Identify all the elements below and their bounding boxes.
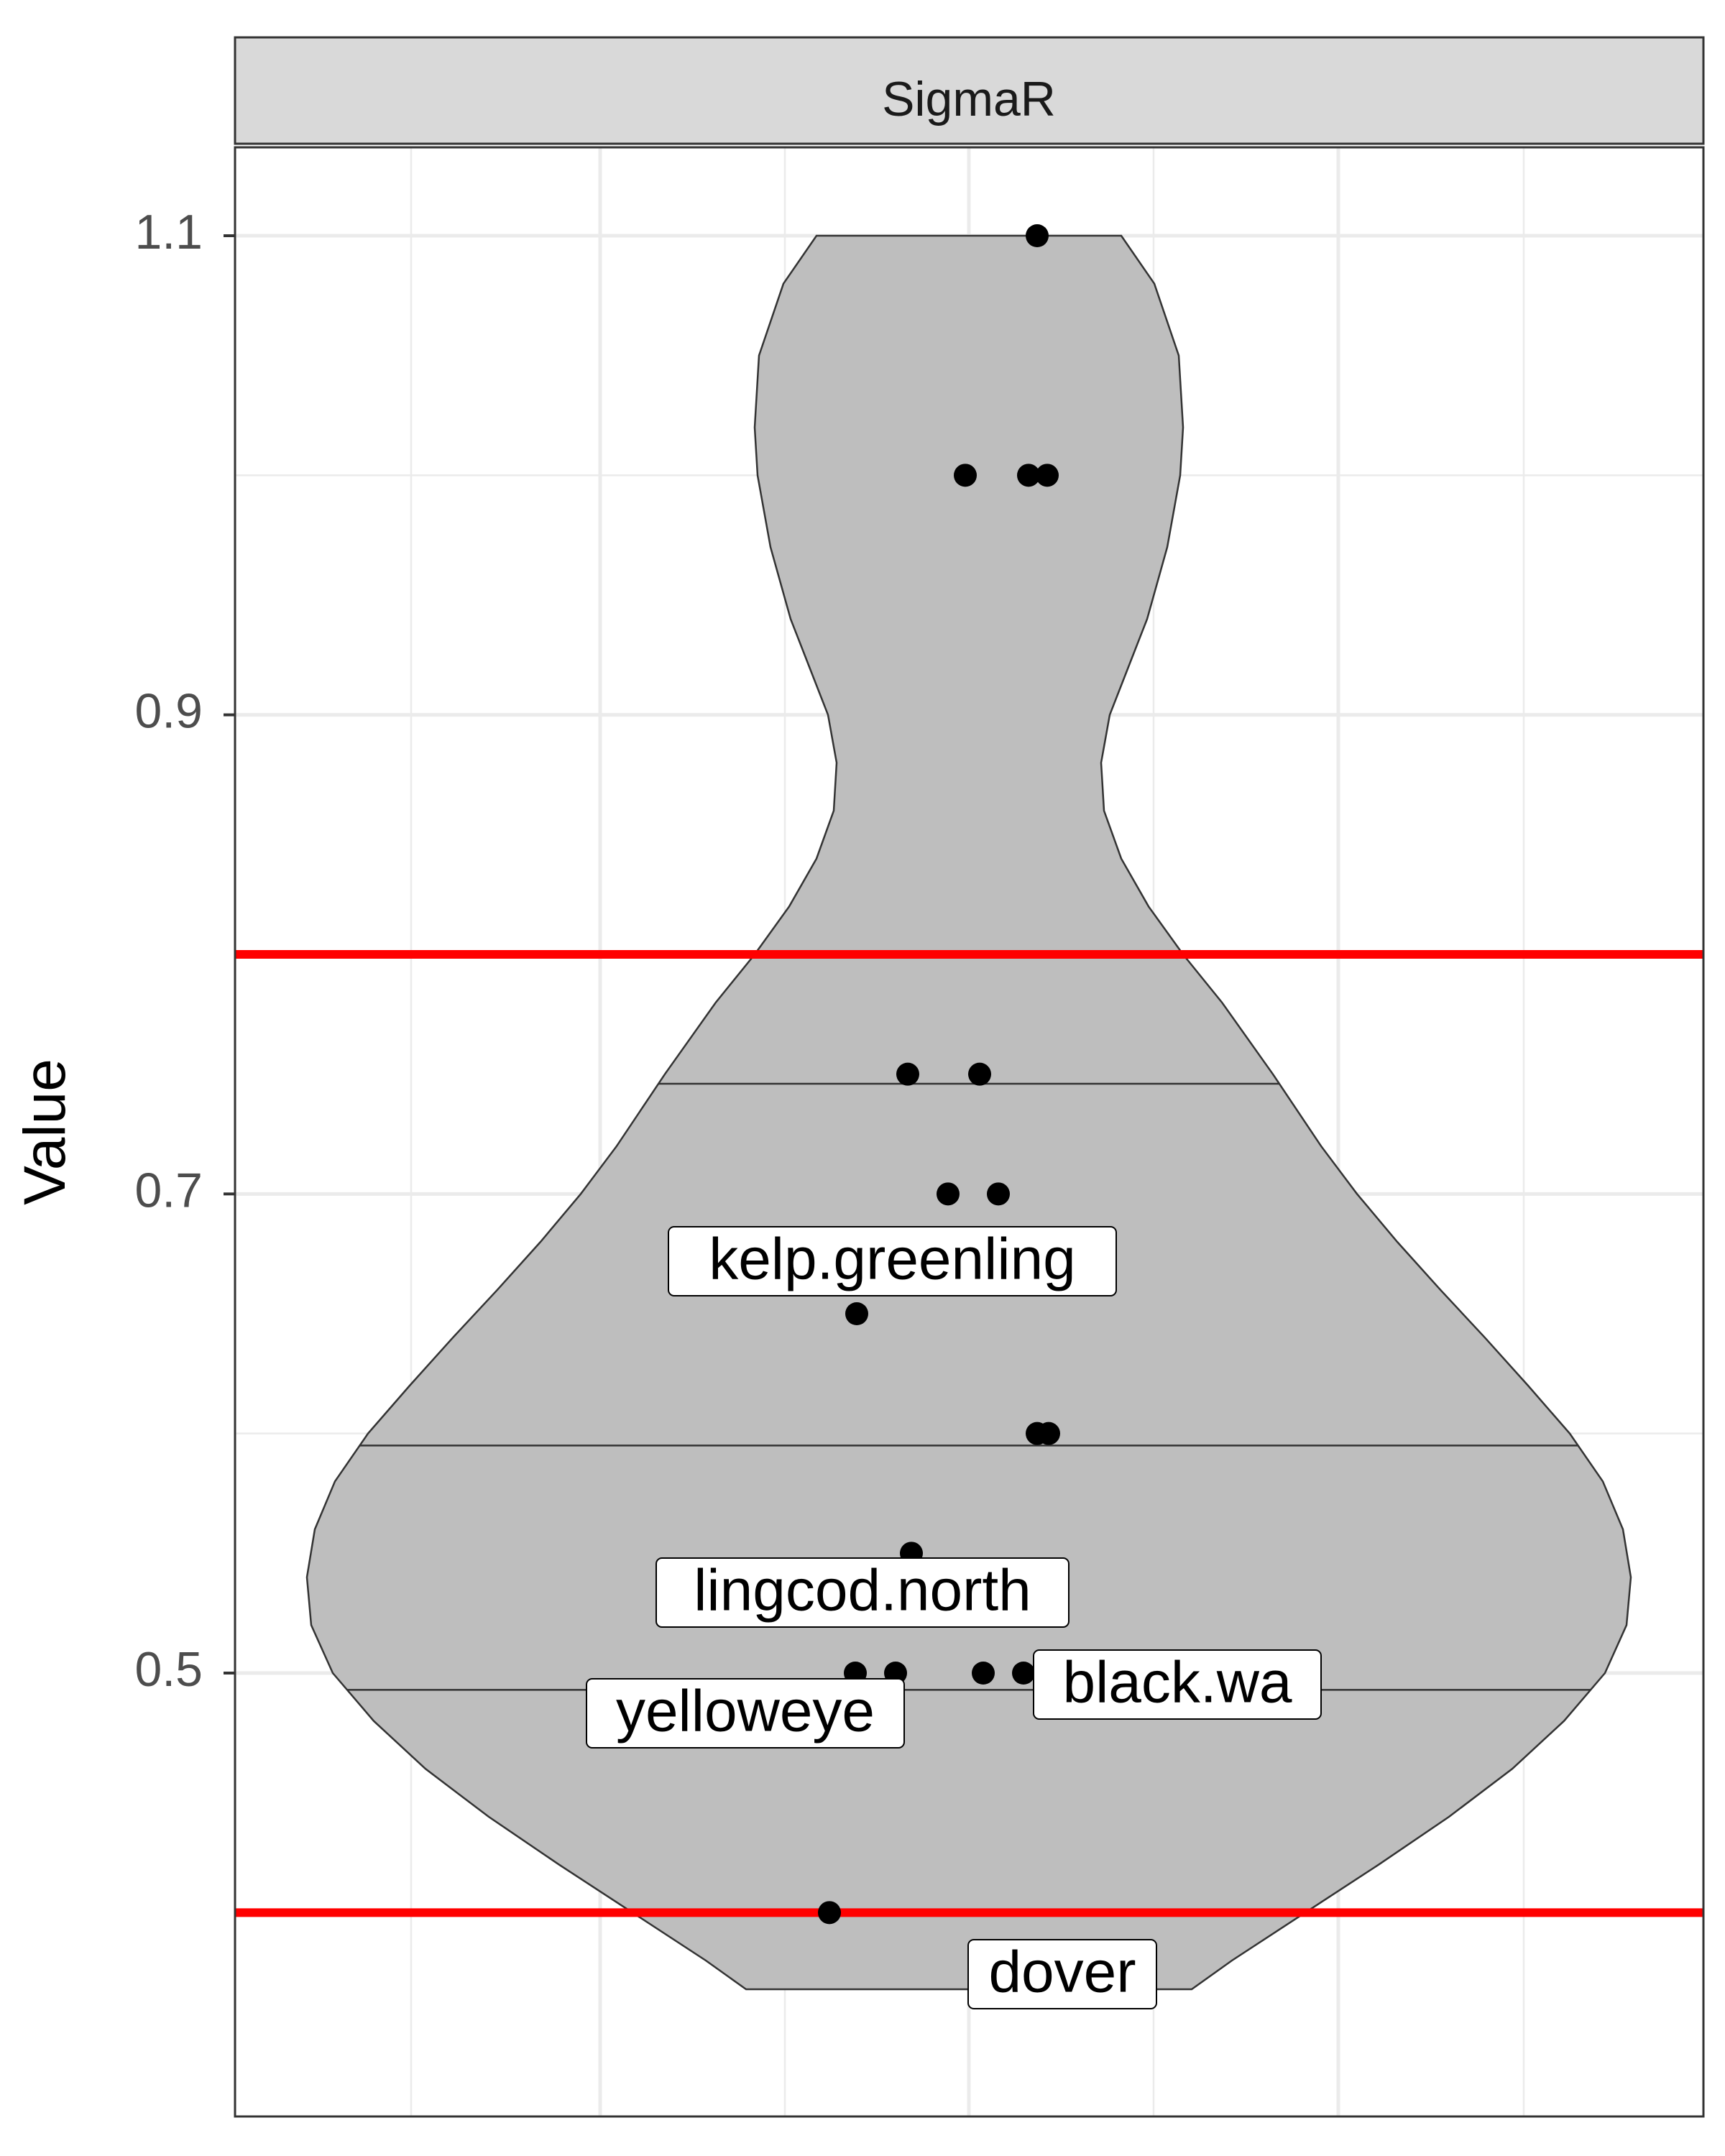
- facet-strip: [234, 36, 1705, 145]
- y-axis: 0.5 0.7 0.9 1.1: [134, 205, 235, 1697]
- data-point: [896, 1062, 919, 1086]
- data-point: [954, 464, 977, 487]
- point-label: dover: [967, 1939, 1157, 2009]
- point-label-text: lingcod.north: [694, 1558, 1031, 1623]
- reference-lines: [235, 950, 1703, 1917]
- point-label-box: [656, 1557, 1070, 1628]
- data-point: [1036, 464, 1059, 487]
- y-tick-label: 0.7: [134, 1163, 203, 1217]
- y-tick-label: 0.5: [134, 1642, 203, 1697]
- data-point: [937, 1182, 960, 1206]
- data-point: [972, 1662, 995, 1685]
- point-label: lingcod.north: [656, 1557, 1070, 1628]
- point-label-box: [586, 1678, 905, 1749]
- data-point: [1037, 1422, 1060, 1445]
- data-point: [987, 1182, 1010, 1206]
- y-tick-label: 1.1: [134, 205, 203, 259]
- point-label-text: kelp.greenling: [709, 1227, 1076, 1292]
- point-label: kelp.greenling: [668, 1226, 1117, 1296]
- data-point: [968, 1062, 991, 1086]
- violin-body: [305, 234, 1632, 1991]
- data-point: [1017, 464, 1040, 487]
- point-label-text: black.wa: [1062, 1650, 1292, 1715]
- point-label: yelloweye: [586, 1678, 905, 1749]
- point-label-box: [967, 1939, 1157, 2009]
- data-point: [1026, 224, 1049, 247]
- data-point: [845, 1302, 868, 1325]
- quantile-lines: [346, 1082, 1591, 1691]
- y-tick-label: 0.9: [134, 684, 203, 739]
- data-point: [818, 1901, 841, 1925]
- point-label-text: dover: [988, 1940, 1136, 2005]
- point-label-text: yelloweye: [616, 1679, 875, 1744]
- facet-strip-title: SigmaR: [882, 72, 1056, 126]
- point-label: black.wa: [1033, 1649, 1322, 1720]
- y-axis-title: Value: [12, 1059, 78, 1205]
- point-labels: kelp.greenling lingcod.north black.wa yello…: [586, 1226, 1322, 2009]
- data-point: [1012, 1662, 1035, 1685]
- point-label-box: [668, 1226, 1117, 1296]
- panel-border: [234, 146, 1705, 2118]
- point-label-box: [1033, 1649, 1322, 1720]
